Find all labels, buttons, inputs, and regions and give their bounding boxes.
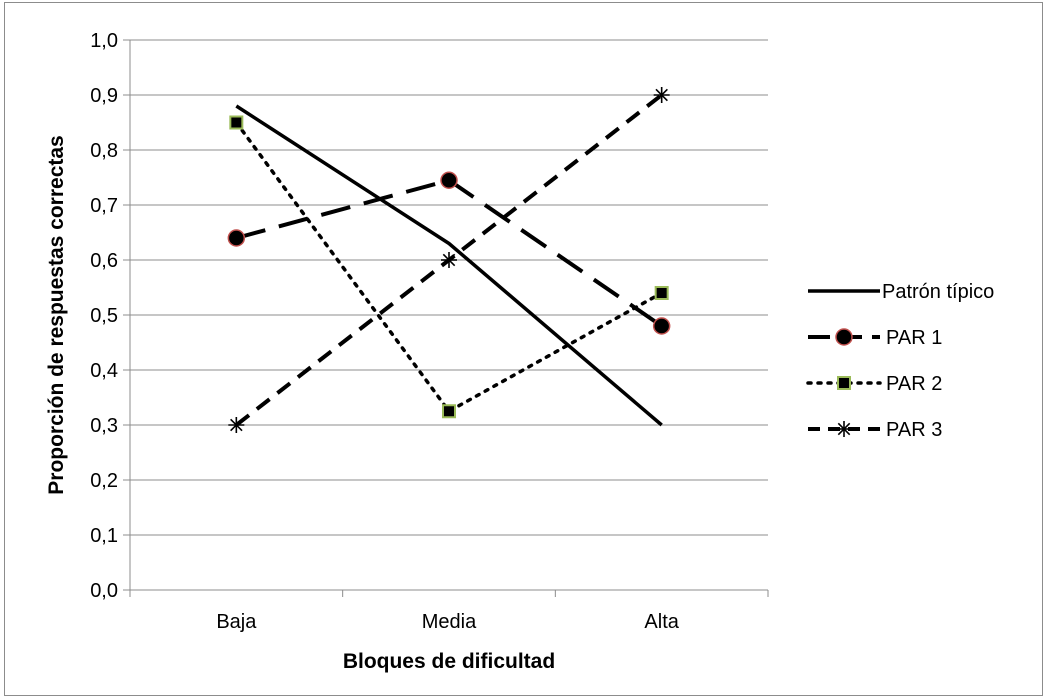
legend: Patrón típico PAR 1 PAR 2 PAR 3 xyxy=(806,281,994,441)
y-axis-title: Proporción de respuestas correctas xyxy=(45,135,68,494)
axes: 0,0 0,1 0,2 0,3 0,4 0,5 0,6 0,7 0,8 0,9 1,0 Baja Med… xyxy=(90,30,769,633)
y-tick-label: 0,3 xyxy=(90,415,118,437)
data-point xyxy=(441,252,457,268)
data-point xyxy=(837,376,851,390)
data-point xyxy=(652,317,671,335)
series-1 xyxy=(235,104,663,427)
legend-entry: PAR 1 xyxy=(808,327,942,349)
y-tick-label: 0,1 xyxy=(90,525,118,547)
legend-label: Patrón típico xyxy=(882,281,994,303)
data-point xyxy=(227,229,246,247)
data-point xyxy=(440,171,458,189)
gridlines xyxy=(130,39,768,536)
y-tick-label: 0,7 xyxy=(90,195,118,217)
x-tick-label: Alta xyxy=(644,611,679,633)
data-point xyxy=(835,328,853,346)
series-line xyxy=(235,104,663,427)
data-point-stroke xyxy=(655,88,668,102)
data-point-stroke xyxy=(837,422,851,436)
legend-label: PAR 1 xyxy=(886,327,942,349)
data-point xyxy=(654,286,669,300)
y-tick-label: 0,6 xyxy=(90,250,118,272)
y-tick-label: 0,8 xyxy=(90,140,118,162)
y-tick-label: 0,9 xyxy=(90,85,118,107)
series-layer xyxy=(227,87,671,433)
series-4 xyxy=(228,87,670,433)
series-3 xyxy=(229,115,669,419)
legend-entry: PAR 3 xyxy=(808,419,942,441)
y-tick-label: 0,0 xyxy=(90,580,118,602)
legend-entry: Patrón típico xyxy=(808,281,994,303)
data-point-stroke xyxy=(230,418,243,432)
y-tick-label: 0,5 xyxy=(90,305,118,327)
x-tick-label: Media xyxy=(422,611,477,633)
data-point xyxy=(442,404,456,419)
y-tick-label: 1,0 xyxy=(90,30,118,52)
chart-frame xyxy=(4,2,1043,696)
legend-label: PAR 3 xyxy=(886,419,942,441)
data-point xyxy=(653,87,670,103)
data-point xyxy=(228,417,245,433)
legend-label: PAR 2 xyxy=(886,373,942,395)
data-point-stroke xyxy=(442,253,456,267)
x-axis-title: Bloques de dificultad xyxy=(343,650,555,673)
x-tick-label: Baja xyxy=(216,611,257,633)
y-tick-label: 0,2 xyxy=(90,470,118,492)
y-tick-label: 0,4 xyxy=(90,360,118,382)
legend-entry: PAR 2 xyxy=(806,373,942,395)
data-point xyxy=(229,115,244,130)
data-point xyxy=(836,421,852,437)
